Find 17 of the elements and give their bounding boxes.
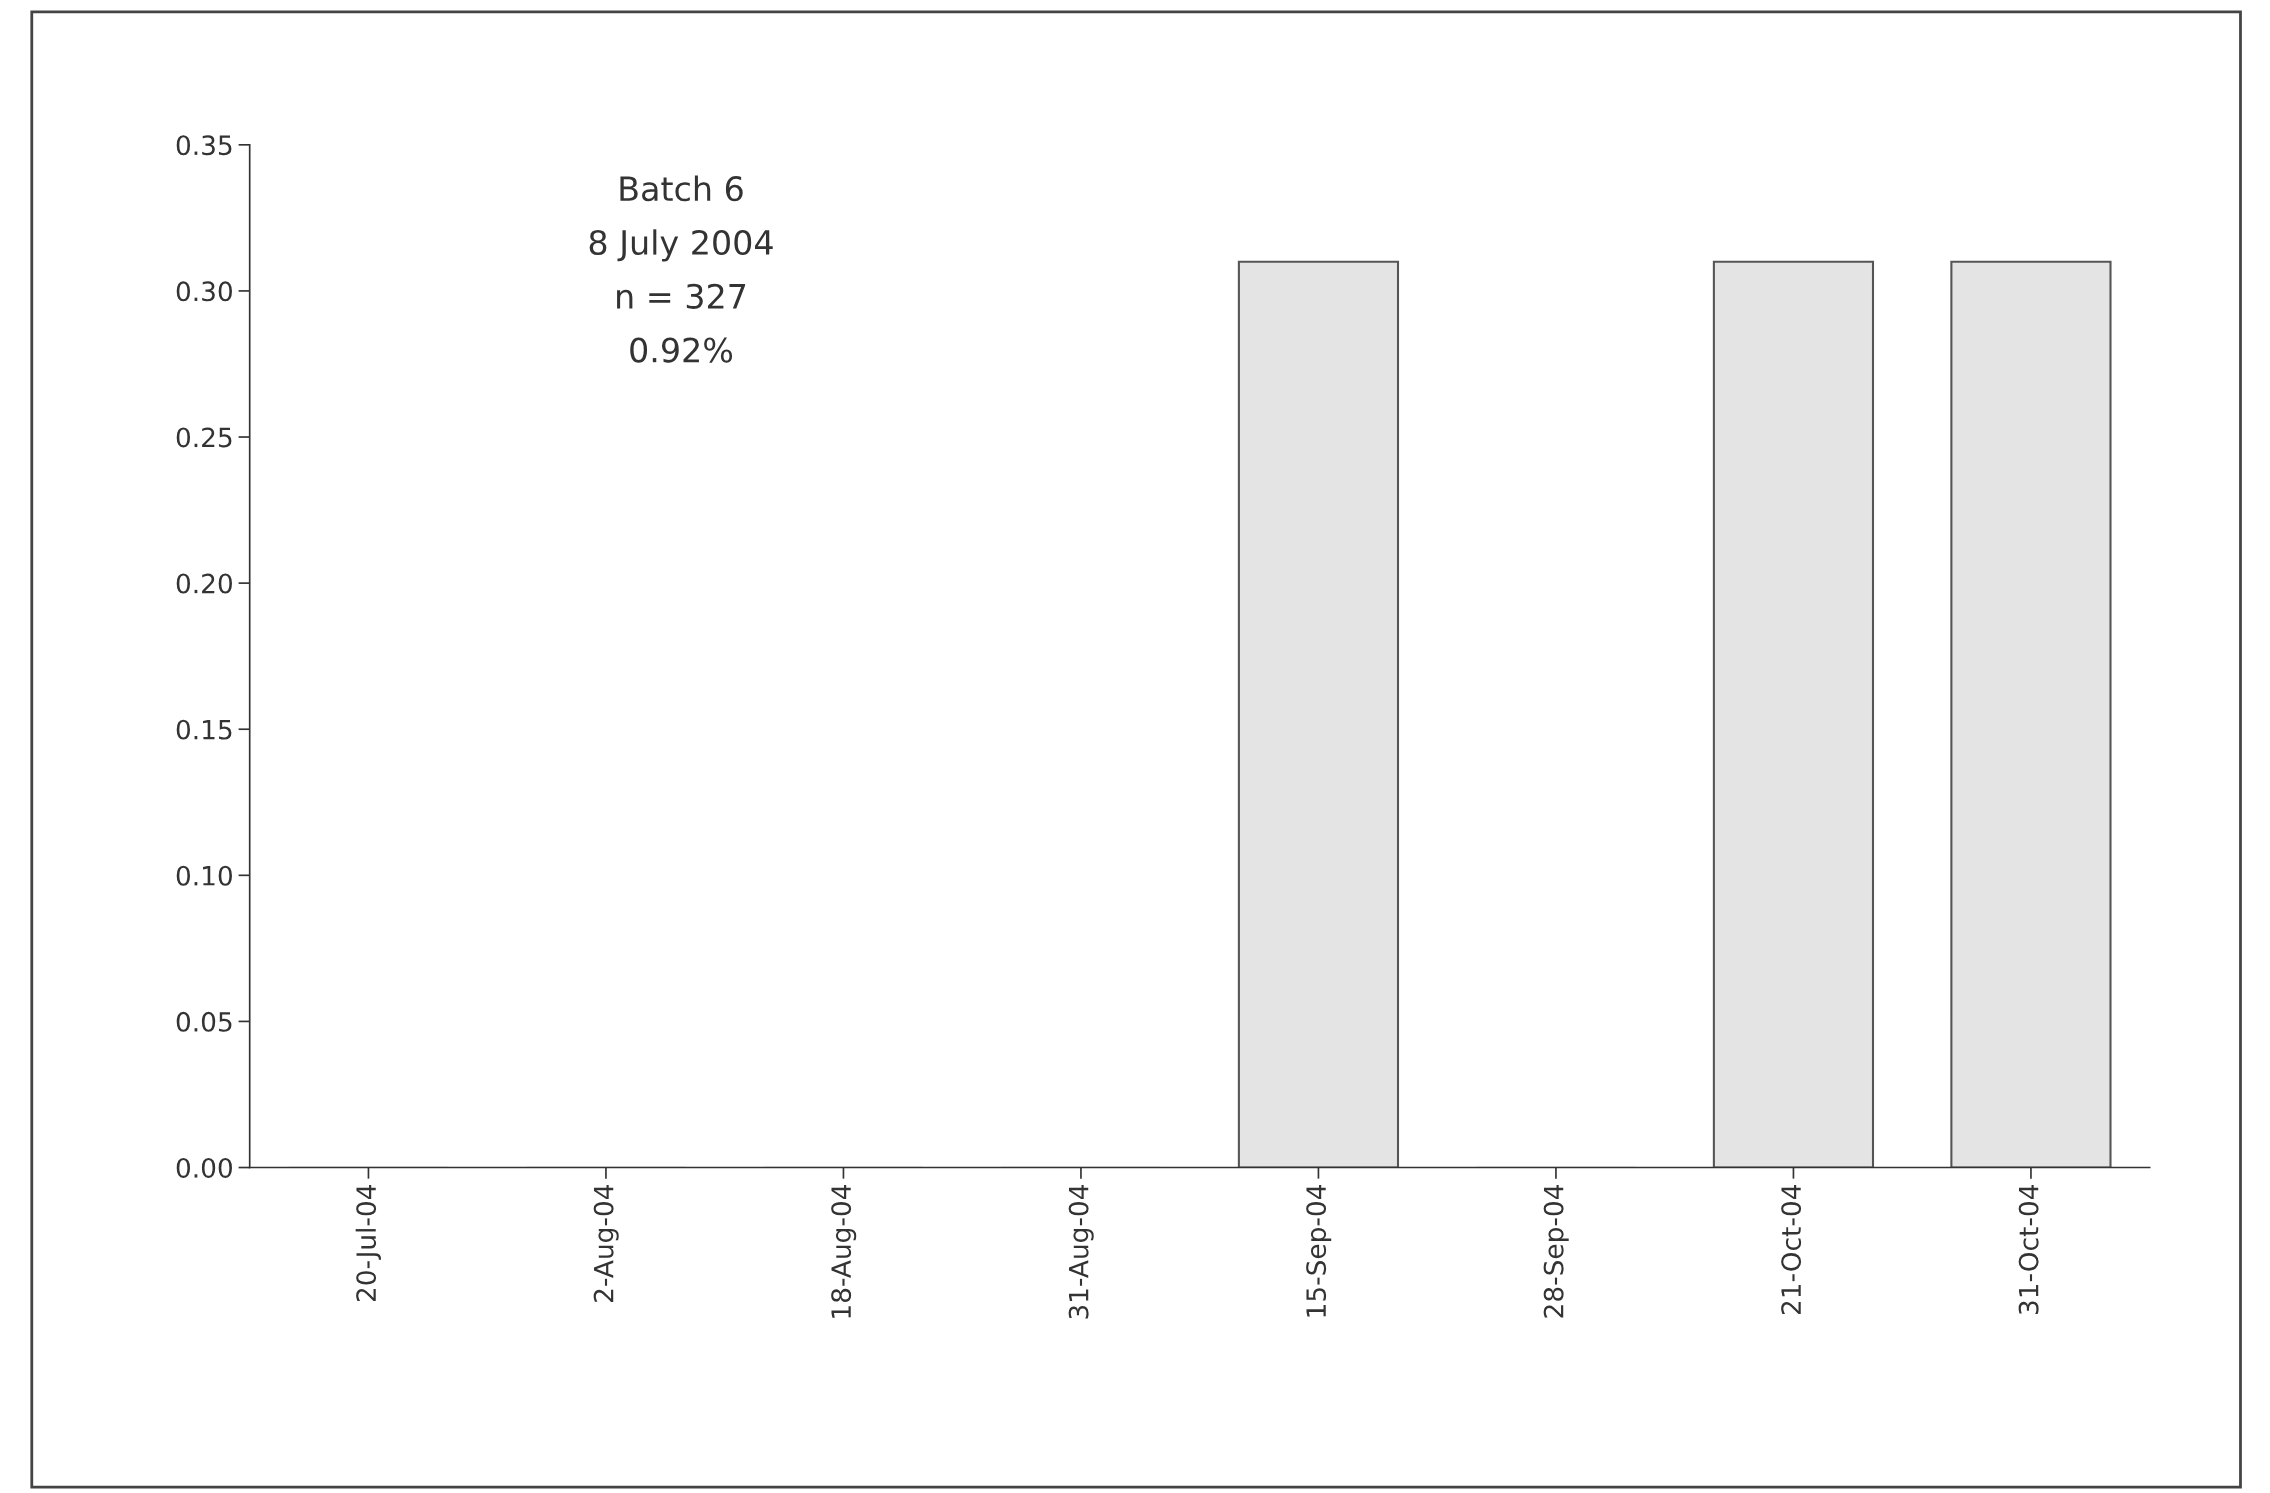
x-tick-label: 28-Sep-04	[1543, 1184, 1569, 1318]
y-tick-label: 0.00	[176, 1157, 232, 1178]
x-tick-label: 2-Aug-04	[593, 1184, 619, 1302]
x-tick-label: 31-Oct-04	[2018, 1184, 2039, 1315]
y-tick-label: 0.20	[176, 573, 232, 594]
y-tick-label: 0.10	[176, 865, 232, 886]
y-tick-label: 0.15	[176, 719, 232, 740]
y-tick-label: 0.05	[176, 1011, 232, 1032]
y-tick-label: 0.35	[176, 135, 232, 156]
annotation: Batch 6 8 July 2004 n = 327 0.92%	[589, 175, 773, 363]
x-tick-label: 31-Aug-04	[1068, 1184, 1094, 1319]
x-tick-label: 21-Oct-04	[1781, 1184, 1802, 1315]
y-tick-label: 0.30	[176, 281, 232, 302]
x-tick-label: 20-Jul-04	[355, 1184, 382, 1302]
x-tick-label: 18-Aug-04	[831, 1184, 857, 1318]
x-tick-label: 15-Sep-04	[1306, 1184, 1332, 1317]
y-tick-label: 0.25	[176, 427, 232, 448]
